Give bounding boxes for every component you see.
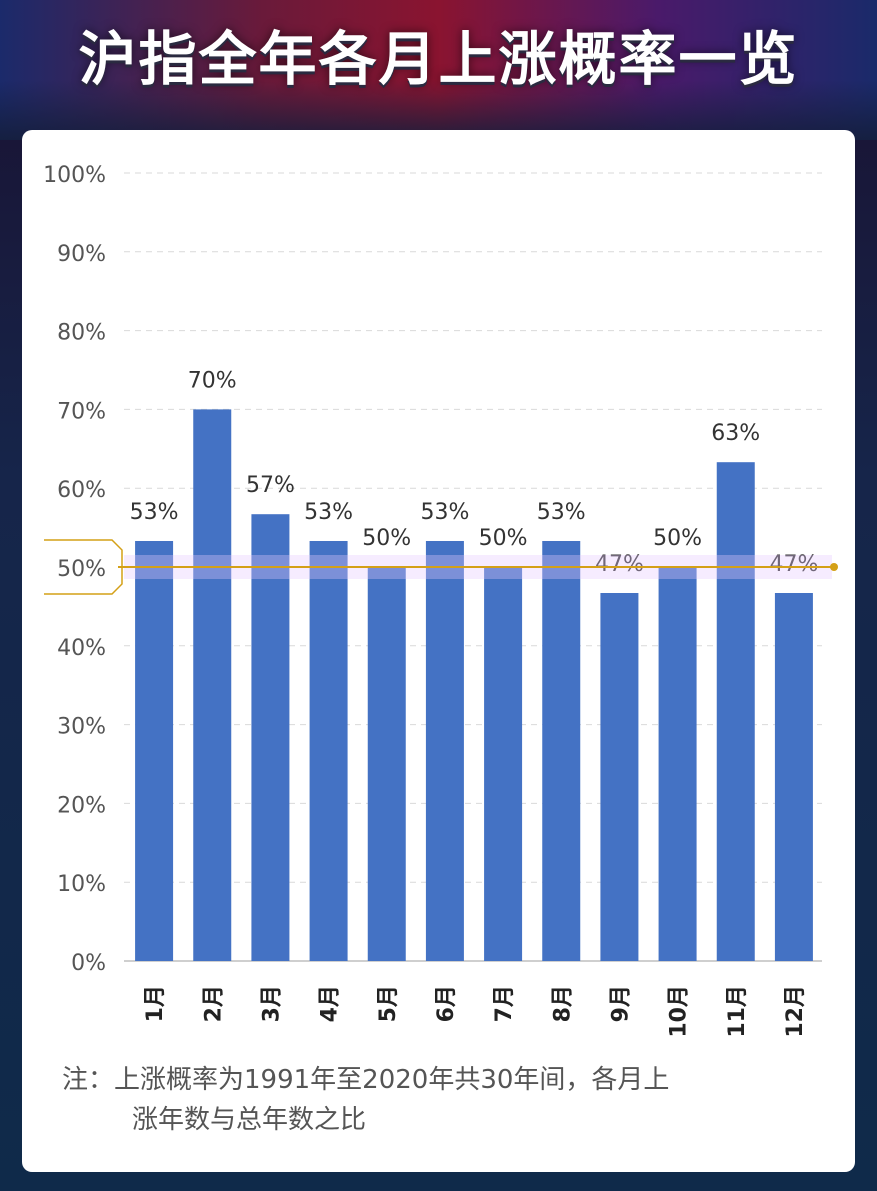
bar bbox=[309, 540, 348, 961]
y-tick-label: 60% bbox=[57, 478, 106, 503]
y-tick-label: 20% bbox=[57, 793, 106, 818]
data-label: 70% bbox=[188, 368, 237, 393]
x-tick-label: 3月 bbox=[259, 985, 284, 1022]
page-title: 沪指全年各月上涨概率一览 bbox=[78, 25, 799, 93]
bar bbox=[774, 593, 813, 961]
data-label: 50% bbox=[653, 526, 702, 551]
note-line1: 上涨概率为1991年至2020年共30年间，各月上 bbox=[114, 1065, 670, 1095]
data-label: 50% bbox=[362, 526, 411, 551]
chart-card: 0% 10% 20% 30% 40% 50% 60% 70% 80% 90% 100% 53% 1月 70… bbox=[22, 130, 855, 1172]
data-label: 53% bbox=[304, 500, 353, 525]
bar bbox=[251, 514, 290, 961]
bar bbox=[542, 540, 581, 961]
x-tick-label: 7月 bbox=[492, 985, 517, 1022]
chart-note: 注：上涨概率为1991年至2020年共30年间，各月上 涨年数与总年数之比 bbox=[62, 1060, 822, 1140]
bar bbox=[193, 409, 232, 961]
x-tick-label: 4月 bbox=[318, 985, 343, 1022]
data-label: 50% bbox=[479, 526, 528, 551]
data-label: 53% bbox=[130, 500, 179, 525]
x-tick-label: 10月 bbox=[667, 985, 692, 1038]
data-label: 47% bbox=[595, 552, 644, 577]
y-tick-label: 100% bbox=[43, 163, 106, 188]
reference-line-dot bbox=[830, 563, 838, 571]
data-label: 53% bbox=[537, 500, 586, 525]
data-label: 47% bbox=[769, 552, 818, 577]
bar bbox=[658, 567, 697, 961]
y-tick-label: 30% bbox=[57, 715, 106, 740]
x-tick-label: 6月 bbox=[434, 985, 459, 1022]
data-label: 57% bbox=[246, 473, 295, 498]
bar bbox=[600, 593, 639, 961]
x-tick-label: 8月 bbox=[550, 985, 575, 1022]
bar bbox=[425, 540, 464, 961]
bar bbox=[716, 462, 755, 961]
y-tick-label: 90% bbox=[57, 242, 106, 267]
x-tick-label: 12月 bbox=[783, 985, 808, 1038]
x-tick-label: 9月 bbox=[608, 985, 633, 1022]
bar bbox=[135, 540, 174, 961]
x-tick-label: 2月 bbox=[201, 985, 226, 1022]
y-tick-label: 80% bbox=[57, 321, 106, 346]
y-tick-label: 50% bbox=[57, 557, 106, 582]
data-label: 63% bbox=[711, 421, 760, 446]
bar-chart: 0% 10% 20% 30% 40% 50% 60% 70% 80% 90% 100% 53% 1月 70… bbox=[43, 163, 838, 1038]
x-tick-label: 11月 bbox=[725, 985, 750, 1038]
x-tick-label: 1月 bbox=[143, 985, 168, 1022]
y-tick-label: 10% bbox=[57, 872, 106, 897]
note-label: 注： bbox=[62, 1065, 115, 1095]
x-tick-label: 5月 bbox=[376, 985, 401, 1022]
data-label: 53% bbox=[420, 500, 469, 525]
bar bbox=[367, 567, 406, 961]
bar bbox=[484, 567, 523, 961]
title-banner: 沪指全年各月上涨概率一览 bbox=[0, 0, 877, 140]
y-tick-label: 70% bbox=[57, 399, 106, 424]
note-line2: 涨年数与总年数之比 bbox=[132, 1105, 367, 1135]
y-tick-label: 40% bbox=[57, 636, 106, 661]
reference-bracket bbox=[44, 539, 123, 595]
y-tick-label: 0% bbox=[71, 951, 106, 976]
